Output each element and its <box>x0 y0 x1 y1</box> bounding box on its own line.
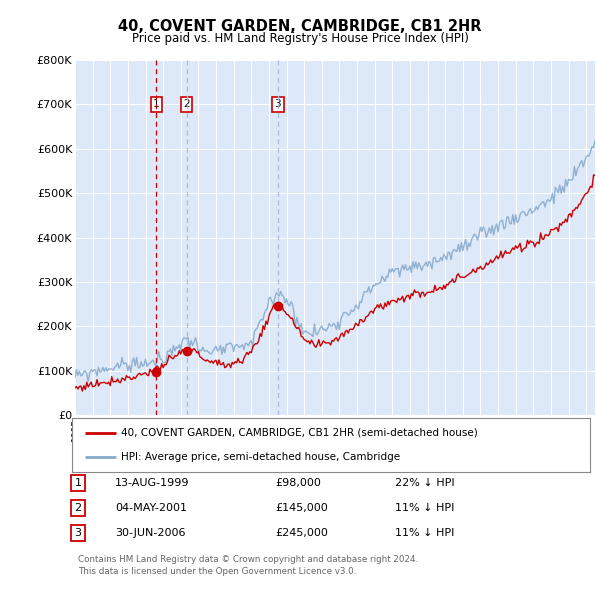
Text: 1: 1 <box>153 99 160 109</box>
Text: 13-AUG-1999: 13-AUG-1999 <box>115 478 190 488</box>
Text: £245,000: £245,000 <box>275 528 328 538</box>
Text: 04-MAY-2001: 04-MAY-2001 <box>115 503 187 513</box>
Text: 40, COVENT GARDEN, CAMBRIDGE, CB1 2HR: 40, COVENT GARDEN, CAMBRIDGE, CB1 2HR <box>118 19 482 34</box>
Text: £145,000: £145,000 <box>275 503 328 513</box>
Text: 3: 3 <box>74 528 82 538</box>
Text: 1: 1 <box>74 478 82 488</box>
Text: 11% ↓ HPI: 11% ↓ HPI <box>395 528 454 538</box>
Text: 2: 2 <box>183 99 190 109</box>
Text: 2: 2 <box>74 503 82 513</box>
Text: 40, COVENT GARDEN, CAMBRIDGE, CB1 2HR (semi-detached house): 40, COVENT GARDEN, CAMBRIDGE, CB1 2HR (s… <box>121 428 478 438</box>
Text: £98,000: £98,000 <box>275 478 321 488</box>
Text: Price paid vs. HM Land Registry's House Price Index (HPI): Price paid vs. HM Land Registry's House … <box>131 32 469 45</box>
Text: 3: 3 <box>274 99 281 109</box>
Text: Contains HM Land Registry data © Crown copyright and database right 2024.
This d: Contains HM Land Registry data © Crown c… <box>78 555 418 576</box>
Text: 22% ↓ HPI: 22% ↓ HPI <box>395 478 455 488</box>
Text: 11% ↓ HPI: 11% ↓ HPI <box>395 503 454 513</box>
Text: 30-JUN-2006: 30-JUN-2006 <box>115 528 185 538</box>
Text: HPI: Average price, semi-detached house, Cambridge: HPI: Average price, semi-detached house,… <box>121 453 400 463</box>
